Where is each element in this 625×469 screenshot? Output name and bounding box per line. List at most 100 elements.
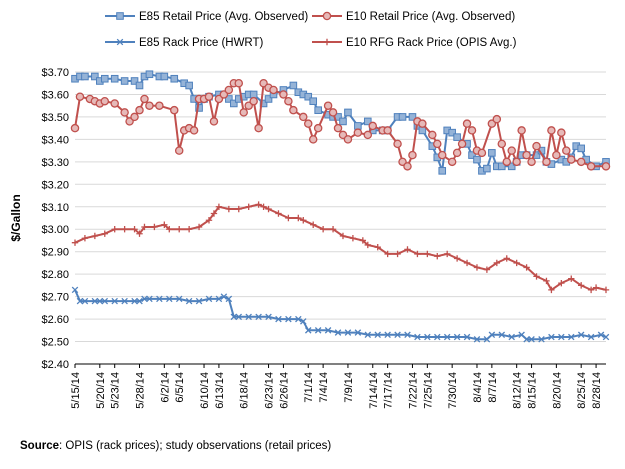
data-point	[96, 297, 104, 305]
x-tick-label: 7/14/14	[368, 372, 380, 409]
data-point	[314, 327, 322, 334]
data-point	[285, 315, 292, 323]
data-point	[602, 286, 610, 294]
x-tick-label: 6/26/14	[278, 372, 290, 409]
data-point	[235, 313, 243, 321]
data-point	[269, 85, 278, 95]
data-point	[161, 221, 168, 228]
data-point	[131, 226, 138, 233]
data-point	[303, 119, 313, 128]
data-point	[374, 331, 381, 339]
data-point	[359, 237, 367, 244]
data-point	[353, 128, 363, 137]
legend-marker	[116, 38, 124, 46]
data-point	[434, 333, 441, 341]
data-point	[334, 329, 342, 336]
x-tick-label: 7/4/14	[318, 372, 330, 403]
data-point	[289, 105, 298, 115]
data-point	[452, 148, 462, 158]
data-point	[304, 92, 313, 101]
data-point	[289, 81, 298, 90]
data-point	[488, 331, 496, 339]
source-note: Source: OPIS (rack prices); study observ…	[20, 440, 331, 452]
y-tick-label: $3.70	[41, 67, 69, 79]
data-point	[185, 81, 193, 90]
data-point	[374, 244, 381, 251]
data-point	[91, 232, 99, 240]
data-point	[344, 329, 352, 336]
y-tick-label: $2.50	[41, 337, 69, 349]
data-point	[577, 331, 585, 339]
data-point	[502, 157, 511, 167]
data-point	[176, 226, 183, 233]
data-point	[166, 295, 173, 303]
data-point	[265, 313, 272, 321]
data-point	[463, 333, 471, 341]
data-point	[249, 90, 258, 99]
data-point	[443, 250, 451, 258]
data-point	[517, 126, 526, 135]
legend-marker	[323, 38, 331, 46]
data-point	[235, 205, 242, 213]
data-point	[428, 130, 437, 140]
x-tick-label: 8/28/14	[591, 372, 603, 409]
data-point	[368, 121, 378, 131]
y-tick-label: $2.80	[41, 269, 69, 281]
data-point	[473, 155, 481, 164]
source-text: : OPIS (rack prices); study observations…	[59, 440, 332, 452]
data-point	[245, 313, 252, 321]
x-tick-label: 8/15/14	[527, 372, 539, 409]
y-axis-title: $/Gallon	[9, 194, 23, 241]
data-point	[81, 72, 89, 81]
data-point	[204, 92, 214, 101]
gridlines	[75, 71, 606, 365]
data-point	[135, 105, 144, 115]
data-point	[488, 149, 496, 157]
data-point	[111, 297, 118, 305]
data-point	[275, 210, 282, 217]
data-point	[101, 297, 109, 305]
x-tick-label: 6/10/14	[199, 372, 211, 409]
data-point	[215, 295, 223, 303]
x-tick-label: 6/13/14	[214, 372, 226, 409]
data-point	[145, 70, 154, 79]
data-point	[319, 226, 327, 233]
data-point	[314, 106, 322, 114]
data-point	[414, 333, 421, 341]
series-line	[74, 203, 607, 291]
x-tick-label: 8/20/14	[551, 372, 563, 409]
y-tick-label: $3.30	[41, 157, 69, 169]
series-line	[74, 289, 607, 341]
data-point	[141, 295, 148, 303]
y-tick-label: $3.10	[41, 202, 69, 214]
data-point	[528, 336, 535, 343]
data-point	[542, 157, 551, 167]
data-point	[308, 135, 318, 144]
data-point	[577, 144, 585, 153]
data-point	[408, 113, 417, 121]
data-point	[414, 250, 421, 258]
data-point	[309, 97, 318, 106]
data-point	[447, 157, 457, 167]
legend-item: E85 Retail Price (Avg. Observed)	[105, 11, 308, 23]
data-point	[304, 327, 312, 334]
data-point	[205, 217, 213, 224]
data-point	[151, 223, 158, 231]
data-point	[398, 113, 407, 121]
data-point	[344, 108, 352, 117]
data-point	[295, 214, 302, 222]
data-point	[483, 164, 491, 173]
data-point	[155, 101, 164, 110]
data-point	[364, 331, 372, 339]
data-point	[313, 123, 323, 133]
series-3	[71, 286, 610, 343]
data-point	[453, 333, 461, 341]
data-point	[249, 96, 258, 106]
data-point	[473, 264, 481, 271]
data-point	[130, 77, 139, 85]
data-point	[363, 117, 372, 126]
data-point	[100, 74, 109, 83]
x-tick-label: 7/1/14	[303, 372, 315, 403]
data-point	[602, 333, 610, 341]
legend-marker	[322, 11, 332, 21]
